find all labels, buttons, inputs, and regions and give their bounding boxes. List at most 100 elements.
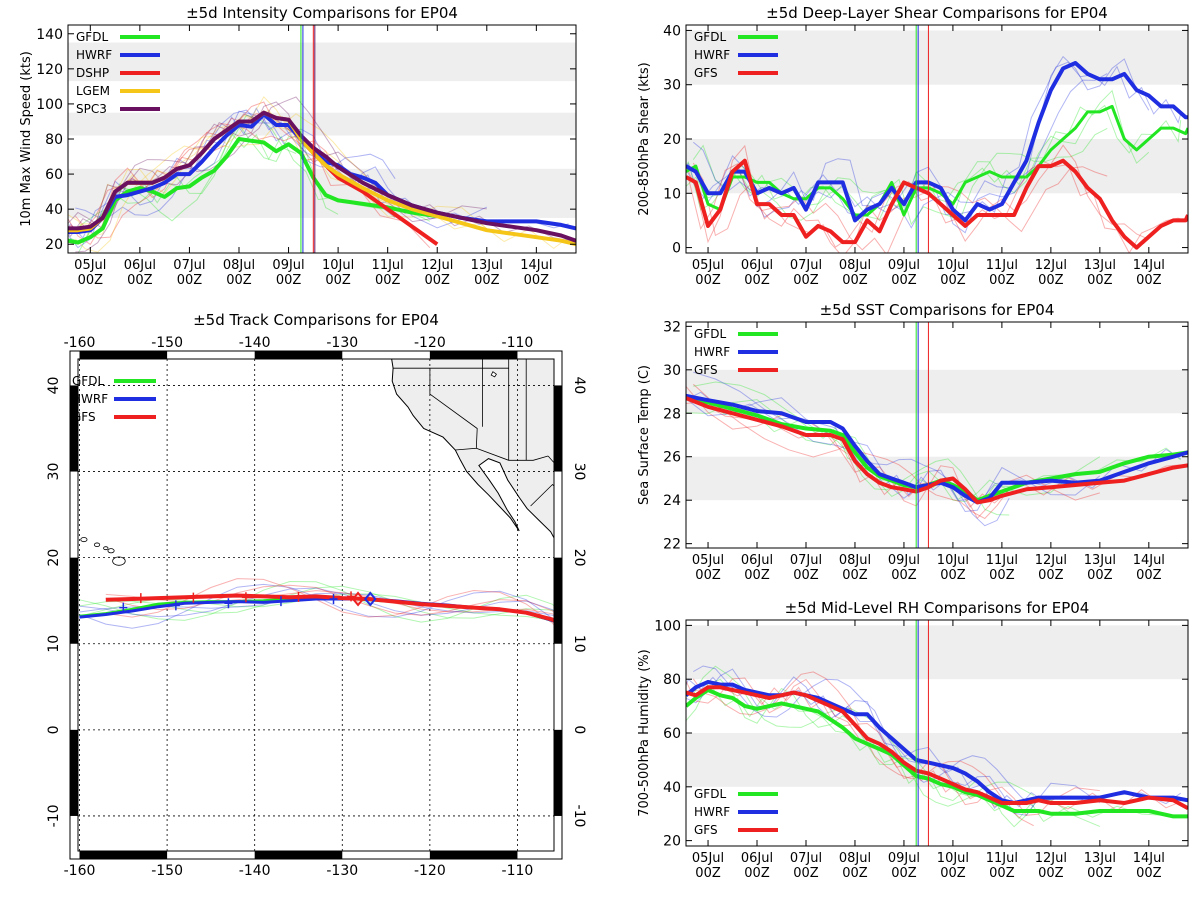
x-tick-label-time: 00Z	[891, 273, 917, 288]
y-tick-label: 26	[663, 450, 681, 466]
x-tick-label-date: 11Jul	[986, 553, 1018, 568]
lat-label-left: 20	[46, 549, 62, 567]
border-line	[476, 447, 549, 461]
x-tick-label-date: 08Jul	[839, 553, 871, 568]
x-tick-label-time: 00Z	[940, 568, 966, 583]
x-tick-label-date: 11Jul	[986, 851, 1018, 866]
ensemble-line	[75, 109, 396, 218]
lat-label-right: 30	[571, 463, 587, 481]
x-tick-label-time: 00Z	[1087, 866, 1113, 881]
lon-label-bottom: -160	[64, 863, 96, 879]
frame-segment	[554, 385, 562, 472]
x-tick-label-date: 06Jul	[741, 553, 773, 568]
y-tick-label: 80	[45, 132, 63, 148]
y-tick-label: 100	[36, 97, 63, 113]
x-tick-label-date: 14Jul	[1133, 553, 1165, 568]
ensemble-line	[693, 665, 1035, 808]
x-tick-label-date: 13Jul	[1084, 258, 1116, 273]
frame-segment	[254, 851, 343, 859]
border-line	[547, 455, 554, 464]
ensemble-line	[75, 113, 396, 253]
x-tick-label-date: 05Jul	[692, 851, 724, 866]
x-tick-label-time: 00Z	[1136, 273, 1162, 288]
legend-label: GFS	[694, 363, 718, 377]
legend-label: DSHP	[76, 66, 109, 80]
x-tick-label-time: 00Z	[1038, 866, 1064, 881]
track-marker	[241, 592, 250, 603]
x-tick-label-date: 10Jul	[937, 851, 969, 866]
legend-label: GFS	[694, 823, 718, 837]
frame-segment	[79, 351, 168, 359]
track-marker	[136, 593, 145, 604]
ensemble-line	[686, 397, 1101, 513]
x-tick-label-time: 00Z	[842, 568, 868, 583]
x-tick-label-date: 13Jul	[1084, 553, 1116, 568]
series-line-hwrf	[686, 679, 1188, 805]
y-tick-label: 32	[663, 319, 681, 335]
ensemble-line	[68, 96, 488, 238]
ensemble-track	[79, 580, 554, 623]
x-tick-label-time: 00Z	[375, 273, 401, 288]
x-tick-label-date: 05Jul	[692, 553, 724, 568]
x-tick-label-date: 14Jul	[1133, 258, 1165, 273]
chart-intensity: 2040608010012014005Jul00Z06Jul00Z07Jul00…	[19, 4, 577, 288]
y-tick-label: 140	[36, 27, 63, 43]
x-tick-label-date: 05Jul	[692, 258, 724, 273]
x-tick-label-date: 07Jul	[790, 851, 822, 866]
x-tick-label-time: 00Z	[744, 866, 770, 881]
shaded-band	[686, 625, 1188, 680]
x-tick-label-time: 00Z	[1038, 273, 1064, 288]
ensemble-track	[79, 587, 554, 618]
y-tick-label: 10	[663, 186, 681, 202]
x-tick-label-time: 00Z	[1038, 568, 1064, 583]
lon-label-top: -140	[239, 335, 271, 351]
x-tick-label-date: 12Jul	[421, 258, 453, 273]
chart-shear: 01020304005Jul00Z06Jul00Z07Jul00Z08Jul00…	[637, 4, 1189, 288]
frame-segment	[70, 729, 78, 816]
x-tick-label-time: 00Z	[226, 273, 252, 288]
shaded-band	[686, 30, 1188, 85]
shaded-band	[68, 168, 576, 218]
y-axis-label: 10m Max Wind Speed (kts)	[19, 51, 34, 227]
ensemble-line	[692, 73, 1108, 229]
y-tick-label: 40	[663, 780, 681, 796]
ensemble-line	[692, 162, 1108, 253]
frame-segment	[554, 729, 562, 816]
x-tick-label-date: 09Jul	[272, 258, 304, 273]
series-line-gfs	[686, 685, 1188, 811]
y-tick-label: 60	[663, 726, 681, 742]
x-tick-label-time: 00Z	[842, 866, 868, 881]
x-tick-label-time: 00Z	[940, 866, 966, 881]
x-tick-label-date: 07Jul	[173, 258, 205, 273]
x-tick-label-time: 00Z	[744, 568, 770, 583]
map-frame	[69, 350, 563, 860]
shaded-band	[686, 369, 1188, 414]
lon-label-bottom: -130	[326, 863, 358, 879]
x-tick-label-date: 07Jul	[790, 553, 822, 568]
x-tick-label-date: 11Jul	[986, 258, 1018, 273]
ensemble-line	[75, 122, 297, 239]
x-tick-label-time: 00Z	[793, 273, 819, 288]
island	[112, 556, 126, 566]
lat-label-left: -10	[46, 805, 62, 828]
y-tick-label: 30	[663, 78, 681, 94]
x-tick-label-time: 00Z	[524, 273, 550, 288]
y-tick-label: 22	[663, 537, 681, 553]
track-marker	[329, 593, 338, 604]
x-tick-label-date: 14Jul	[520, 258, 552, 273]
legend-label: GFS	[72, 410, 96, 424]
island	[103, 546, 109, 551]
series-line-spc3	[68, 110, 576, 243]
x-tick-label-time: 00Z	[425, 273, 451, 288]
lat-label-right: 20	[571, 549, 587, 567]
x-tick-label-date: 13Jul	[471, 258, 503, 273]
island	[93, 542, 101, 547]
x-tick-label-date: 08Jul	[223, 258, 255, 273]
lat-label-left: 30	[46, 463, 62, 481]
island	[107, 548, 115, 554]
x-tick-label-time: 00Z	[989, 866, 1015, 881]
track-marker	[189, 592, 198, 603]
lat-label-left: 0	[46, 725, 62, 734]
ensemble-line	[686, 678, 1100, 828]
legend-label: GFDL	[694, 327, 726, 341]
